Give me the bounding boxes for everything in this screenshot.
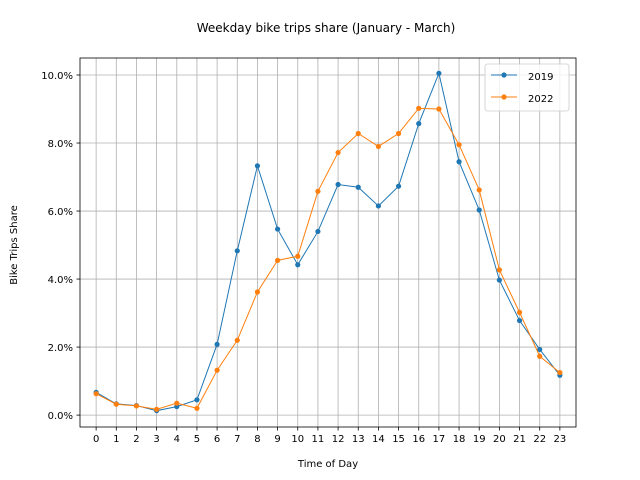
y-tick-label: 10.0%	[41, 71, 73, 82]
data-point	[496, 277, 502, 283]
x-tick-label: 20	[493, 434, 506, 445]
x-tick-label: 5	[194, 434, 200, 445]
data-point	[537, 346, 543, 353]
series-line	[95, 107, 561, 410]
data-point	[214, 341, 220, 347]
data-point	[174, 400, 180, 406]
data-point	[456, 159, 462, 165]
data-point	[194, 397, 200, 403]
plot-frame	[79, 57, 577, 428]
data-point	[496, 267, 502, 273]
x-tick-label: 7	[234, 434, 240, 445]
data-point	[375, 203, 382, 209]
data-point	[476, 207, 482, 213]
data-point	[274, 257, 281, 263]
data-point	[254, 289, 261, 295]
data-point	[355, 184, 361, 190]
data-point	[516, 317, 523, 324]
x-tick-label: 23	[554, 434, 567, 445]
x-tick-label: 13	[352, 434, 365, 445]
data-point	[214, 367, 220, 373]
series-line	[95, 71, 561, 412]
data-point	[436, 70, 442, 76]
data-point	[234, 337, 240, 343]
data-point	[295, 262, 301, 268]
x-tick-label: 2	[133, 434, 139, 445]
data-point	[254, 163, 261, 169]
y-tick-label: 8.0%	[48, 139, 73, 150]
legend-label: 2019	[528, 72, 553, 83]
x-tick-label: 6	[214, 434, 220, 445]
x-tick-label: 21	[513, 434, 526, 445]
legend-label: 2022	[528, 94, 553, 105]
y-tick-label: 0.0%	[48, 411, 73, 422]
data-point	[93, 391, 99, 397]
y-axis-ticks: 0.0% 2.0% 4.0% 6.0% 8.0% 10.0%	[41, 71, 80, 422]
x-tick-label: 1	[113, 434, 119, 445]
x-tick-label: 17	[433, 434, 446, 445]
x-tick-label: 14	[372, 434, 385, 445]
y-tick-label: 2.0%	[48, 343, 73, 354]
grid	[80, 58, 576, 427]
y-tick-label: 4.0%	[48, 275, 73, 286]
x-tick-label: 22	[533, 434, 546, 445]
x-tick-label: 8	[254, 434, 260, 445]
y-tick-label: 6.0%	[48, 207, 73, 218]
data-point	[436, 106, 442, 112]
data-point	[315, 188, 321, 194]
data-point	[194, 405, 200, 411]
data-point	[395, 130, 402, 137]
legend-marker	[501, 72, 507, 78]
data-point	[557, 369, 563, 376]
x-tick-label: 12	[332, 434, 345, 445]
data-point	[335, 181, 341, 188]
data-point	[456, 142, 462, 148]
data-point	[295, 253, 301, 259]
y-axis-label: Bike Trips Share	[9, 205, 20, 285]
data-point	[395, 183, 402, 189]
data-point	[476, 187, 482, 193]
data-point	[234, 248, 240, 254]
x-tick-label: 0	[93, 434, 99, 445]
data-point	[537, 353, 543, 359]
data-point	[416, 121, 422, 127]
chart-title: Weekday bike trips share (January - Marc…	[197, 21, 456, 35]
x-tick-label: 16	[412, 434, 425, 445]
data-point	[154, 406, 160, 412]
series-2022	[93, 105, 563, 412]
legend-box	[484, 63, 570, 112]
x-axis-ticks: 0 1 2 3 4 5 6 7 8 9 10 11 12 13 14 15 16 17 18 19 20 21 22 23	[93, 427, 566, 445]
x-axis-label: Time of Day	[297, 459, 358, 470]
data-point	[375, 143, 382, 150]
data-point	[355, 130, 361, 137]
x-tick-label: 19	[473, 434, 486, 445]
data-point	[113, 401, 119, 407]
data-point	[416, 105, 422, 111]
x-tick-label: 18	[453, 434, 466, 445]
x-tick-label: 10	[291, 434, 304, 445]
data-point	[133, 403, 140, 409]
data-point	[335, 149, 341, 156]
legend-marker	[501, 94, 507, 100]
x-tick-label: 9	[274, 434, 280, 445]
series-layer	[93, 70, 563, 414]
x-tick-label: 15	[392, 434, 405, 445]
data-point	[315, 228, 321, 235]
x-tick-label: 11	[312, 434, 325, 445]
data-point	[516, 309, 523, 315]
legend: 2019 2022	[484, 63, 570, 112]
x-tick-label: 3	[153, 434, 159, 445]
data-point	[274, 226, 281, 232]
x-tick-label: 4	[174, 434, 180, 445]
